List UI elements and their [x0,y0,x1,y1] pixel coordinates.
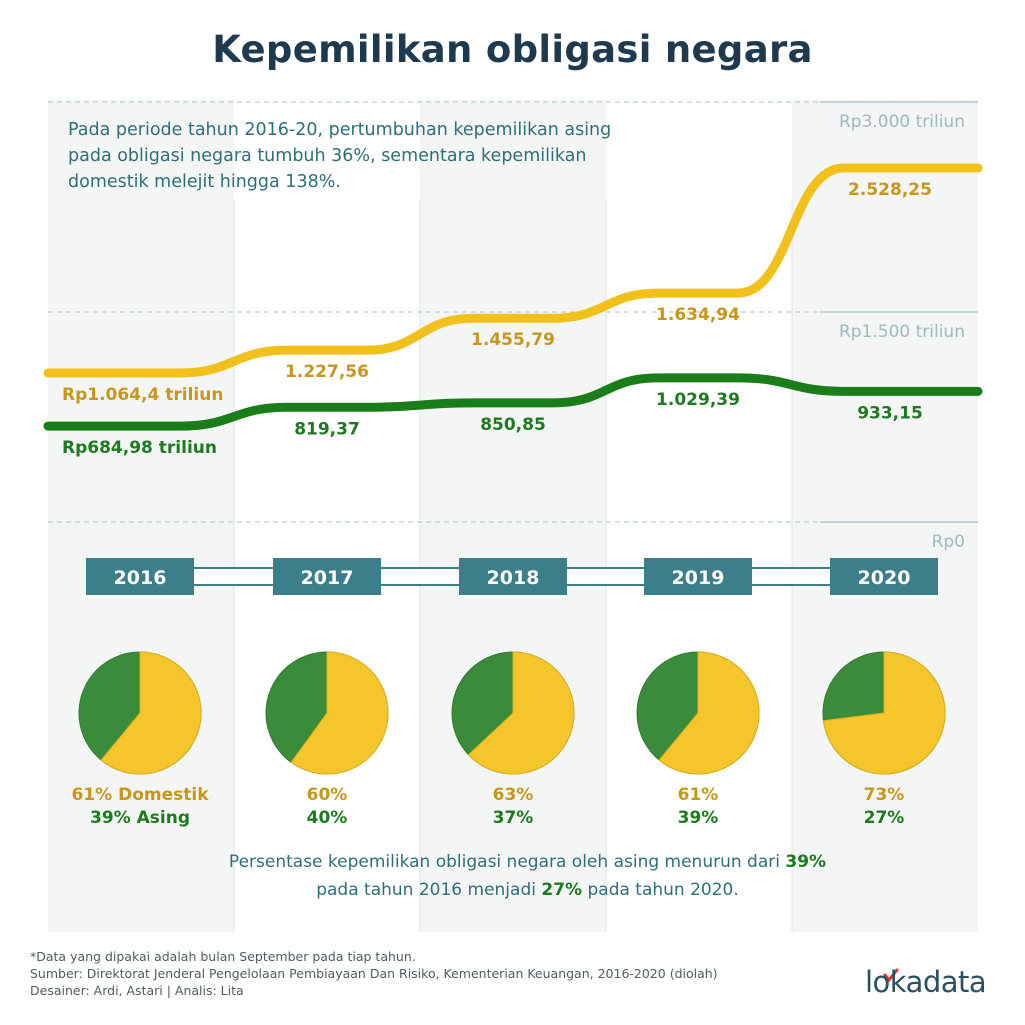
summary-highlight-39: 39% [785,852,827,872]
pie-label-asing-2019: 39% [678,808,719,828]
footnote-credits: Desainer: Ardi, Astari | Analis: Lita [30,983,244,998]
summary-part-2: pada tahun 2016 menjadi [316,880,542,900]
label-asing-2020: 933,15 [857,403,923,423]
line-domestik [43,163,983,378]
year-label-2016: 2016 [114,567,167,589]
y-tick-label-1500: Rp1.500 triliun [839,322,965,342]
pie-slice-domestik-2020 [822,651,946,775]
year-label-2017: 2017 [301,567,354,589]
pie-label-domestik-2018: 63% [493,785,534,805]
label-asing-2018: 850,85 [480,415,546,435]
summary-text: Persentase kepemilikan obligasi negara o… [140,848,915,904]
label-domestik-2019: 1.634,94 [656,305,740,325]
pie-2019 [636,651,760,775]
pie-slice-domestik-2016 [100,651,202,775]
y-tick-label-3000: Rp3.000 triliun [839,112,965,132]
pie-label-domestik-2020: 73% [864,785,905,805]
background-zone-2016 [48,100,234,932]
year-label-2018: 2018 [487,567,540,589]
line-asing [43,373,983,431]
footnotes: *Data yang dipakai adalah bulan Septembe… [30,948,830,999]
summary-part-1: Persentase kepemilikan obligasi negara o… [228,852,786,872]
label-domestik-2020: 2.528,25 [848,180,932,200]
page-title: Kepemilikan obligasi negara [212,28,813,71]
pie-label-domestik-2019: 61% [678,785,719,805]
year-box-2016 [86,558,194,595]
label-asing-2019: 1.029,39 [656,390,740,410]
label-asing-2017: 819,37 [294,419,360,439]
pie-label-asing-2016: 39% Asing [90,808,190,828]
footnote-data: *Data yang dipakai adalah bulan Septembe… [30,949,416,964]
summary-highlight-27: 27% [541,880,583,900]
year-box-2017 [273,558,381,595]
pie-label-asing-2020: 27% [864,808,905,828]
background-zone-2020 [792,100,978,932]
pie-2016 [78,651,202,775]
background-zone-2017 [234,100,420,932]
intro-text: Pada periode tahun 2016-20, pertumbuhan … [68,120,612,192]
lokadata-logo: lokadata [865,965,987,999]
background-zone-2019 [606,100,792,932]
pie-slice-domestik-2017 [290,651,389,775]
pie-label-asing-2017: 40% [307,808,348,828]
y-tick-label-0: Rp0 [932,532,965,552]
year-label-2019: 2019 [672,567,725,589]
footnote-source: Sumber: Direktorat Jenderal Pengelolaan … [30,966,718,981]
pie-2020 [822,651,946,775]
pie-slice-domestik-2019 [658,651,760,775]
pie-label-asing-2018: 37% [493,808,534,828]
pie-slice-domestik-2018 [467,651,575,775]
pie-label-domestik-2016: 61% Domestik [71,785,209,805]
pie-2017 [265,651,389,775]
background-zone-2018 [420,100,606,932]
year-label-2020: 2020 [858,567,911,589]
label-domestik-2018: 1.455,79 [471,330,555,350]
label-domestik-2016: Rp1.064,4 triliun [62,385,223,405]
label-asing-2016: Rp684,98 triliun [62,438,217,458]
summary-part-3: pada tahun 2020. [582,880,739,900]
label-domestik-2017: 1.227,56 [285,362,369,382]
pie-label-domestik-2017: 60% [307,785,348,805]
pie-2018 [451,651,575,775]
year-box-2018 [459,558,567,595]
year-box-2020 [830,558,938,595]
year-box-2019 [644,558,752,595]
logo-check-icon [883,968,899,983]
